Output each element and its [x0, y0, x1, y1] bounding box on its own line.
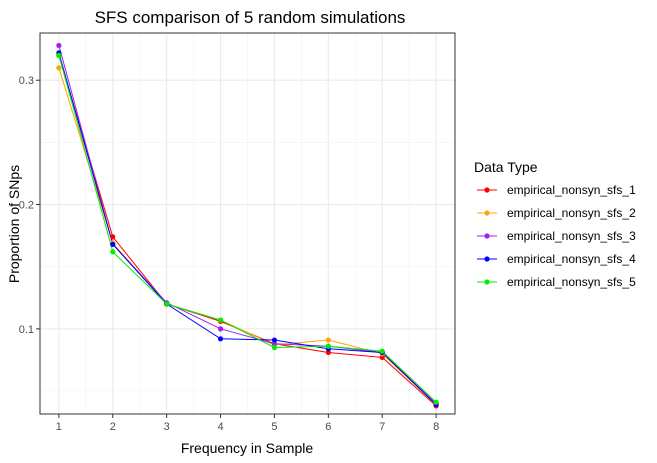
- series-4-point: [110, 241, 116, 247]
- series-5-point: [217, 317, 224, 323]
- plot-border: [39, 32, 456, 415]
- x-tick-label: 3: [164, 421, 170, 433]
- legend-label: empirical_nonsyn_sfs_1: [507, 183, 636, 197]
- series-1-point: [325, 349, 331, 356]
- series-5-point: [433, 399, 439, 405]
- series-line-4: [58, 52, 437, 406]
- y-axis-title: Proportion of SNps: [6, 165, 22, 283]
- x-tick-label: 7: [379, 421, 385, 433]
- x-tick-label: 5: [271, 421, 277, 433]
- y-tick-label: 0.3: [19, 75, 34, 87]
- y-axis: 0.1 0.2 0.3: [19, 75, 40, 336]
- series-5-point: [379, 348, 385, 354]
- legend-item-4: empirical_nonsyn_sfs_4: [477, 252, 636, 266]
- series-2-point: [56, 65, 62, 71]
- x-tick-label: 4: [217, 421, 223, 433]
- series-1-point: [110, 234, 116, 240]
- y-tick-label: 0.2: [19, 200, 34, 212]
- series-5-point: [164, 301, 170, 307]
- legend-key-point: [484, 279, 490, 285]
- legend-key-point: [484, 233, 490, 239]
- series-line-5: [58, 55, 437, 403]
- legend-item-1: empirical_nonsyn_sfs_1: [477, 183, 636, 197]
- x-tick-label: 6: [325, 421, 331, 433]
- series-5-point: [56, 52, 62, 58]
- series-layer: [56, 42, 439, 409]
- legend-key-point: [484, 210, 490, 216]
- series-2-point: [325, 337, 331, 343]
- legend-key-point: [484, 187, 490, 193]
- legend-items: empirical_nonsyn_sfs_1 empirical_nonsyn_s…: [477, 183, 636, 289]
- legend-key-point: [484, 256, 490, 262]
- legend-item-5: empirical_nonsyn_sfs_5: [477, 275, 636, 289]
- x-tick-label: 2: [110, 421, 116, 433]
- series-3-point: [56, 42, 62, 49]
- legend-label: empirical_nonsyn_sfs_3: [507, 229, 636, 243]
- chart-title: SFS comparison of 5 random simulations: [95, 8, 406, 27]
- series-4-point: [271, 337, 278, 343]
- series-1-point: [379, 354, 385, 361]
- x-axis-title: Frequency in Sample: [181, 440, 314, 456]
- legend-title: Data Type: [474, 159, 538, 175]
- series-4-point: [217, 336, 224, 342]
- series-5-point: [325, 343, 331, 349]
- x-tick-label: 1: [56, 421, 62, 433]
- series-5-point: [110, 249, 116, 255]
- legend-label: empirical_nonsyn_sfs_5: [507, 275, 636, 289]
- series-3-point: [271, 341, 278, 347]
- legend: Data Type empirical_nonsyn_sfs_1empirica…: [474, 159, 636, 289]
- y-tick-label: 0.1: [19, 324, 34, 336]
- legend-item-3: empirical_nonsyn_sfs_3: [477, 229, 636, 243]
- series-5-point: [271, 344, 278, 351]
- legend-item-2: empirical_nonsyn_sfs_2: [477, 206, 636, 220]
- legend-label: empirical_nonsyn_sfs_4: [507, 252, 636, 266]
- series-3-point: [217, 326, 224, 332]
- x-axis: 1 2 3 4 5 6 7 8: [56, 414, 439, 433]
- x-tick-label: 8: [433, 421, 439, 433]
- legend-label: empirical_nonsyn_sfs_2: [507, 206, 636, 220]
